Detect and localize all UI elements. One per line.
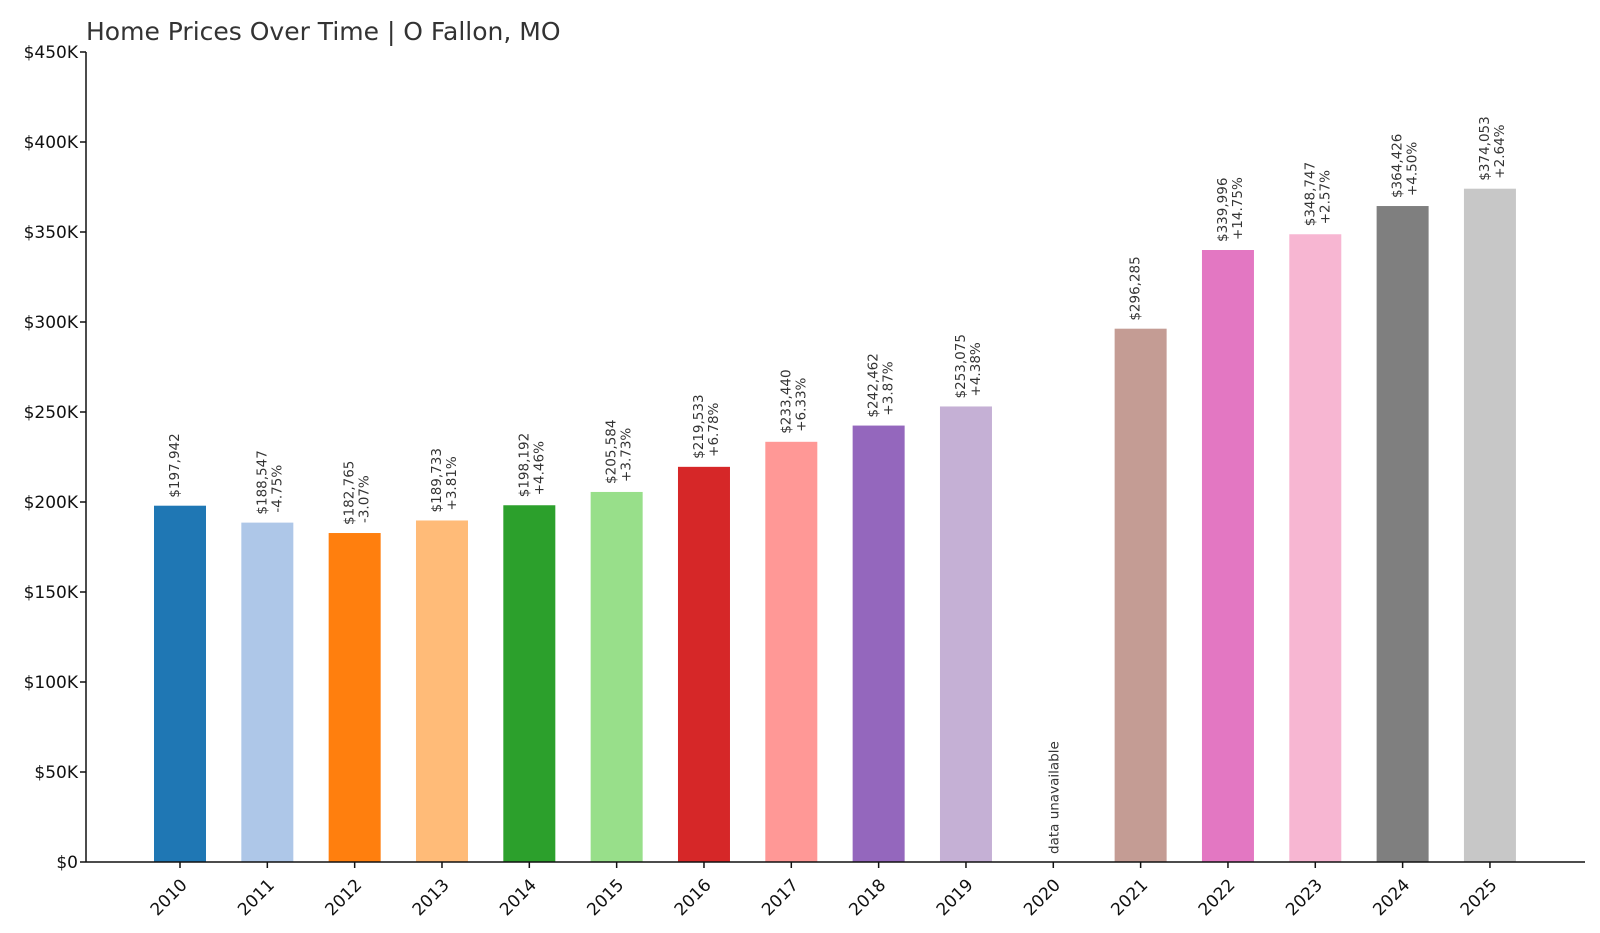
y-tick-label: $50K (34, 763, 78, 783)
bar-2014 (503, 505, 556, 862)
value-label-2012: $182,765 (342, 461, 358, 525)
value-label-2017: $233,440 (778, 369, 794, 433)
value-label-2022: $339,996 (1215, 178, 1231, 242)
bar-2017 (765, 441, 818, 862)
x-tick-label-2013: 2013 (409, 875, 454, 920)
y-tick-label: $0 (56, 853, 78, 873)
bar-2022 (1201, 250, 1254, 862)
change-label-2012: -3.07% (357, 475, 373, 523)
y-tick-label: $100K (24, 673, 79, 693)
change-label-2019: +4.38% (968, 342, 984, 396)
bar-2019 (939, 406, 992, 862)
bar-2013 (415, 520, 468, 862)
data-unavailable-label: data unavailable (1046, 741, 1062, 854)
value-label-2013: $189,733 (429, 448, 445, 512)
bar-2012 (328, 533, 381, 862)
x-tick-label-2017: 2017 (758, 875, 803, 920)
change-label-2023: +2.57% (1317, 170, 1333, 224)
x-tick-label-2019: 2019 (933, 875, 978, 920)
x-tick-label-2023: 2023 (1282, 875, 1327, 920)
x-tick-label-2016: 2016 (671, 875, 716, 920)
x-tick-label-2022: 2022 (1195, 875, 1240, 920)
bar-2018 (852, 425, 905, 862)
change-label-2013: +3.81% (444, 456, 460, 510)
change-label-2015: +3.73% (619, 428, 635, 482)
change-label-2025: +2.64% (1492, 124, 1508, 178)
bar-2015 (590, 491, 643, 862)
y-tick-label: $300K (24, 313, 79, 333)
value-label-2025: $374,053 (1477, 116, 1493, 180)
value-label-2023: $348,747 (1302, 162, 1318, 226)
value-label-2011: $188,547 (254, 450, 270, 514)
bar-2024 (1376, 206, 1429, 862)
data-labels-group: $197,942 $188,547 -4.75% $182,765 -3.07% $189… (167, 116, 1508, 854)
x-tick-label-2010: 2010 (147, 875, 192, 920)
bar-2011 (241, 522, 294, 862)
change-label-2017: +6.33% (793, 377, 809, 431)
value-label-2024: $364,426 (1390, 134, 1406, 198)
change-label-2018: +3.87% (881, 361, 897, 415)
bar-2021 (1114, 328, 1167, 862)
chart-title: Home Prices Over Time | O Fallon, MO (86, 17, 561, 46)
y-tick-label: $250K (24, 403, 79, 423)
x-tick-label-2020: 2020 (1020, 875, 1065, 920)
x-tick-label-2025: 2025 (1457, 875, 1502, 920)
x-tick-label-2018: 2018 (845, 875, 890, 920)
y-tick-label: $400K (24, 133, 79, 153)
x-tick-label-2015: 2015 (583, 875, 628, 920)
x-tick-label-2014: 2014 (496, 875, 541, 920)
change-label-2014: +4.46% (531, 441, 547, 495)
value-label-2015: $205,584 (604, 420, 620, 484)
value-label-2018: $242,462 (866, 353, 882, 417)
x-tick-label-2012: 2012 (321, 875, 366, 920)
change-label-2016: +6.78% (706, 402, 722, 456)
y-tick-label: $450K (24, 43, 79, 63)
y-tick-label: $350K (24, 223, 79, 243)
value-label-2019: $253,075 (953, 334, 969, 398)
y-axis: $0 $50K $100K $150K $200K $250K $300K $350K $400… (24, 43, 87, 873)
value-label-2016: $219,533 (691, 394, 707, 458)
bar-2010 (154, 505, 206, 862)
bar-2025 (1463, 188, 1516, 863)
y-tick-label: $150K (24, 583, 79, 603)
x-axis: 2010 2011 2012 2013 2014 2015 2016 2017 2018 2019… (86, 861, 1585, 920)
x-tick-label-2021: 2021 (1107, 875, 1152, 920)
value-label-2010: $197,942 (167, 433, 183, 497)
bar-2016 (677, 466, 730, 862)
value-label-2021: $296,285 (1128, 256, 1144, 320)
x-tick-label-2024: 2024 (1369, 875, 1414, 920)
change-label-2024: +4.50% (1405, 142, 1421, 196)
change-label-2011: -4.75% (269, 465, 285, 513)
value-label-2014: $198,192 (516, 433, 532, 497)
y-tick-label: $200K (24, 493, 79, 513)
bar-2023 (1289, 234, 1342, 863)
x-tick-label-2011: 2011 (234, 875, 279, 920)
bars-group (154, 188, 1516, 863)
change-label-2022: +14.75% (1230, 177, 1246, 240)
